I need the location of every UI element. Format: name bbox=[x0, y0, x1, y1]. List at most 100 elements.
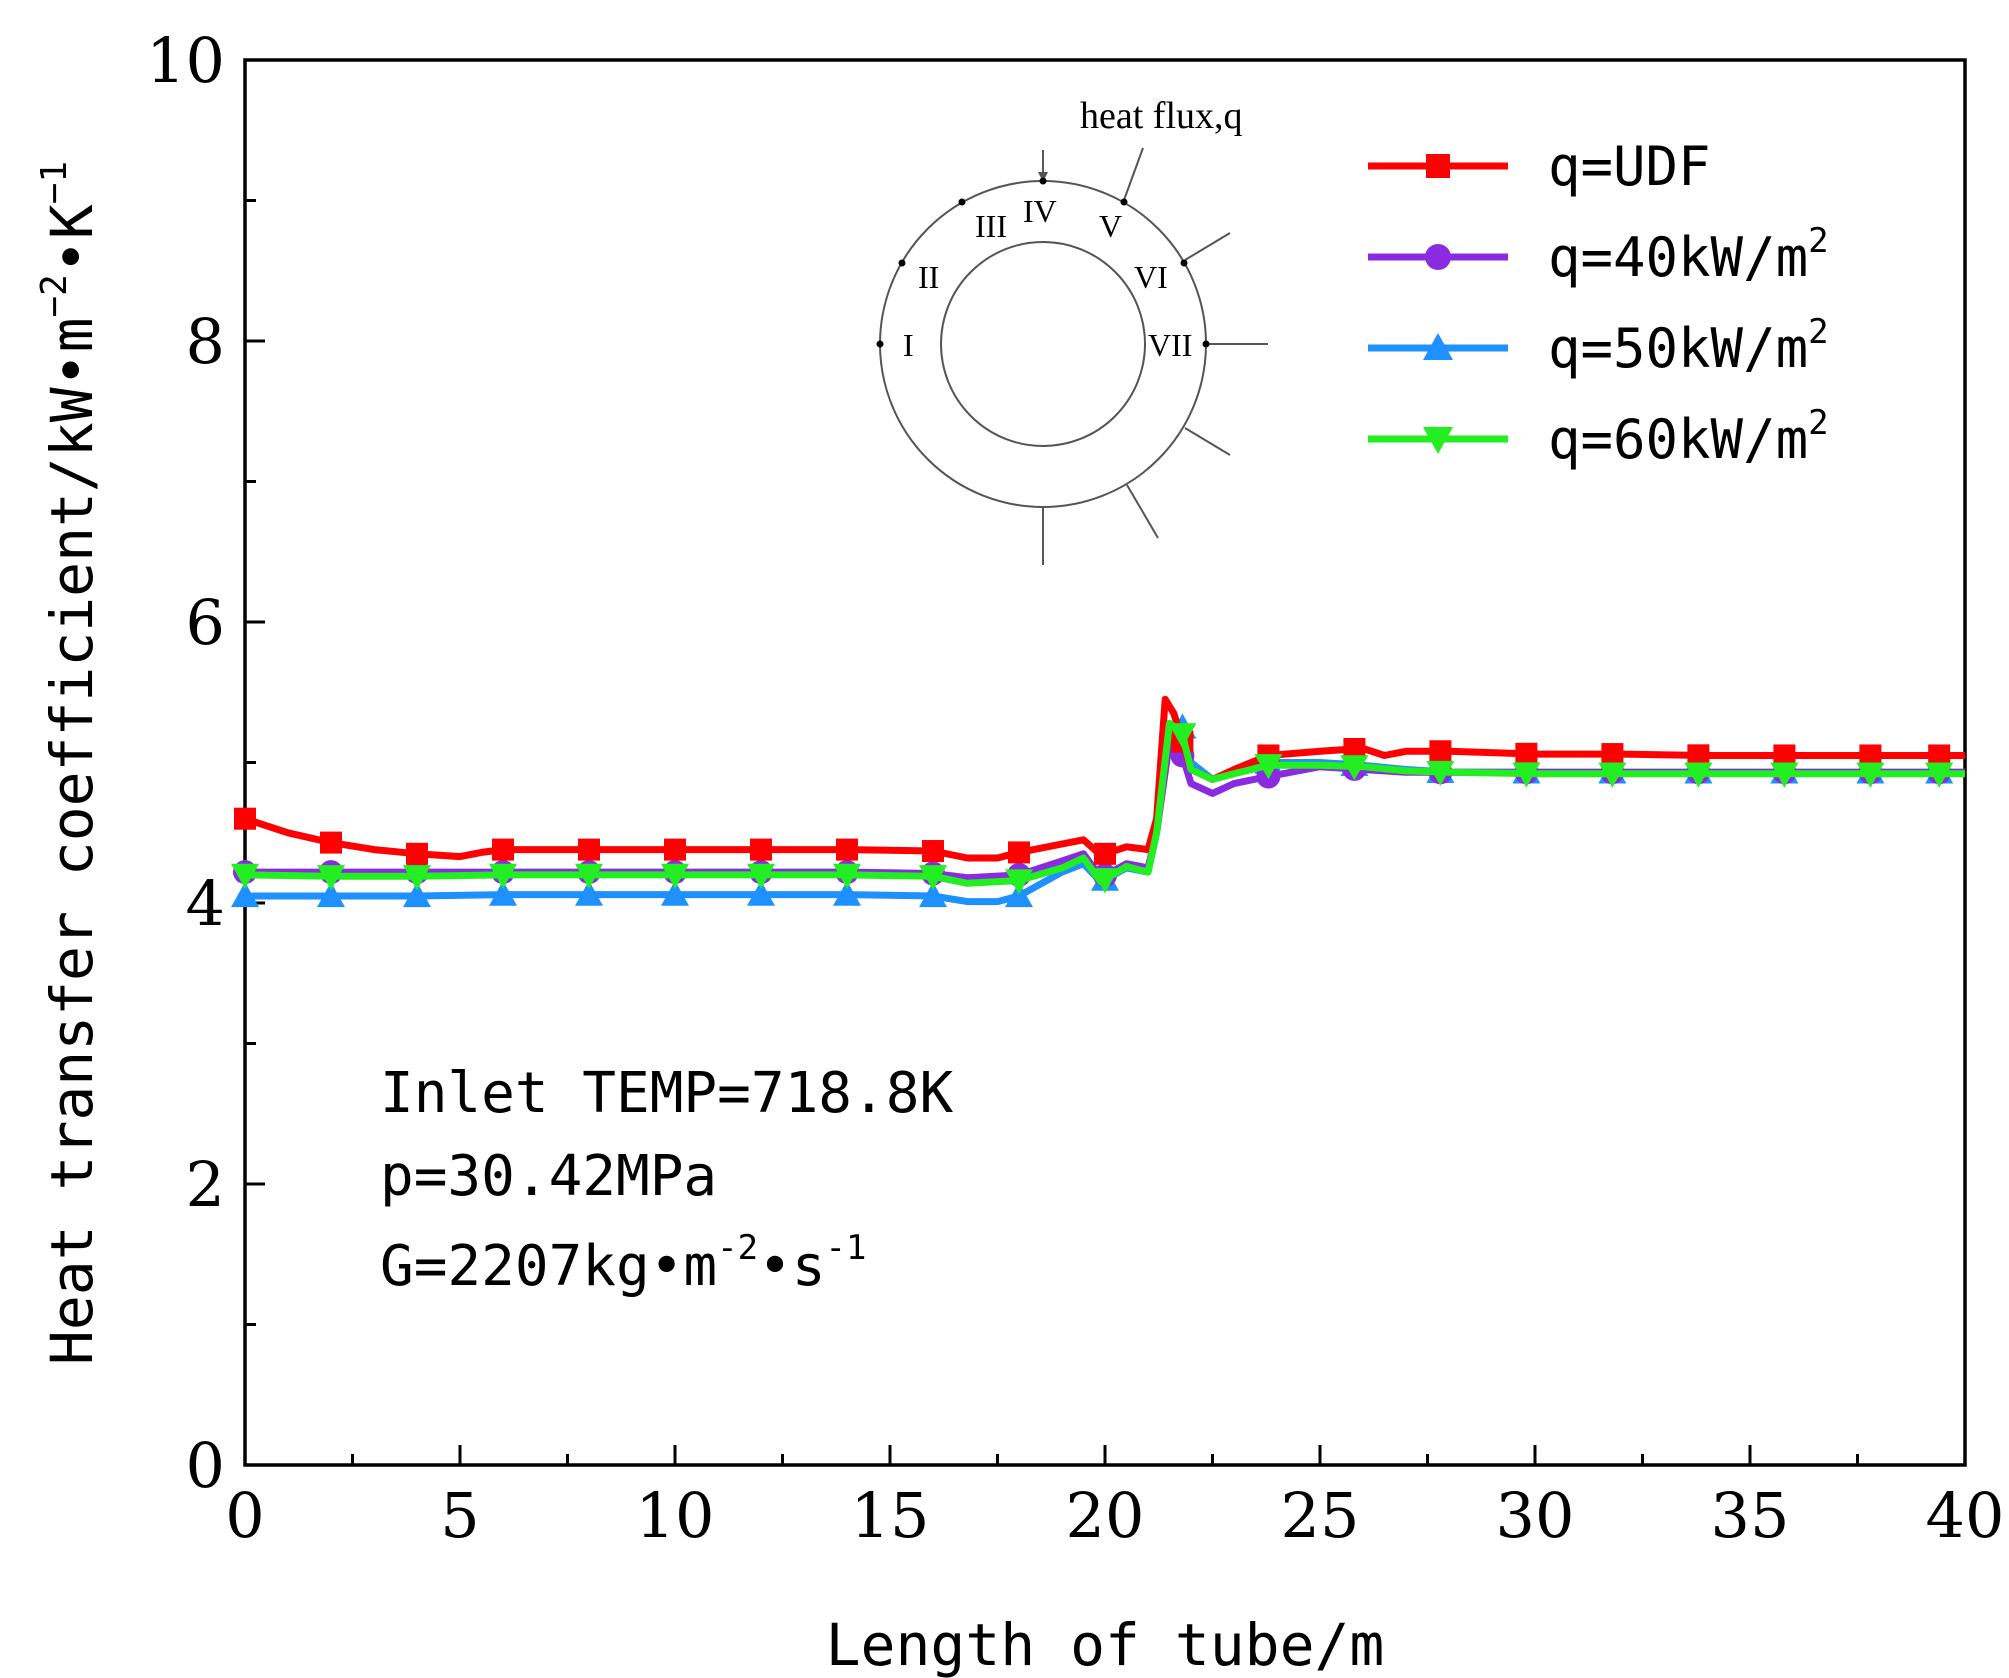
legend-swatch-marker bbox=[1423, 427, 1453, 454]
data-point-marker bbox=[406, 842, 428, 865]
point-marker bbox=[958, 198, 966, 206]
y-tick-label: 4 bbox=[186, 867, 225, 940]
y-axis-title-exp1: −2 bbox=[34, 274, 75, 317]
data-point-marker bbox=[750, 838, 772, 861]
data-point-marker bbox=[231, 881, 259, 908]
series-layer bbox=[231, 695, 1965, 908]
data-point-marker bbox=[489, 880, 517, 906]
label-II: II bbox=[918, 259, 939, 295]
inner-tube-wall bbox=[940, 241, 1146, 447]
data-point-marker bbox=[1598, 762, 1627, 788]
point-marker bbox=[1202, 340, 1210, 348]
data-point-marker bbox=[489, 863, 517, 889]
svg-text:Heat transfer coefficient/kW•m: Heat transfer coefficient/kW•m−2•K−1 bbox=[34, 161, 106, 1365]
legend-label-base: q=40kW/m bbox=[1548, 226, 1808, 289]
legend-item: q=40kW/m2 bbox=[1368, 221, 1829, 289]
data-point-marker bbox=[1770, 762, 1799, 788]
data-point-marker bbox=[1094, 842, 1116, 865]
legend-label: q=40kW/m2 bbox=[1548, 221, 1829, 289]
data-point-marker bbox=[1687, 744, 1710, 767]
point-marker bbox=[1039, 177, 1047, 185]
data-point-marker bbox=[922, 840, 944, 863]
x-tick-label: 25 bbox=[1281, 1479, 1360, 1552]
y-axis-title-exp2: −1 bbox=[34, 161, 75, 204]
data-point-marker bbox=[1005, 869, 1033, 895]
series-line bbox=[244, 719, 1965, 887]
series-q=UDF bbox=[234, 695, 1965, 865]
measurement-points bbox=[876, 177, 1210, 348]
label-I: I bbox=[903, 327, 914, 363]
data-point-marker bbox=[1856, 762, 1885, 788]
data-point-marker bbox=[1928, 744, 1951, 767]
point-marker bbox=[898, 259, 906, 267]
data-point-marker bbox=[1515, 742, 1538, 765]
heat-flux-arrows bbox=[1038, 147, 1268, 565]
data-point-marker bbox=[492, 838, 514, 861]
y-axis-title-main: Heat transfer coefficient/kW•m bbox=[38, 317, 106, 1365]
data-point-marker bbox=[403, 865, 431, 891]
data-point-marker bbox=[1925, 762, 1954, 788]
data-point-marker bbox=[317, 881, 345, 908]
legend-label-base: q=60kW/m bbox=[1548, 408, 1808, 471]
x-tick-label: 10 bbox=[636, 1479, 715, 1552]
mass-flux-base: G=2207kg•m bbox=[380, 1234, 717, 1299]
legend-label-superscript: 2 bbox=[1808, 403, 1828, 443]
legend-label-superscript: 2 bbox=[1808, 221, 1828, 261]
data-point-marker bbox=[747, 863, 775, 889]
label-IV: IV bbox=[1023, 193, 1057, 229]
legend-swatch-marker bbox=[1423, 333, 1453, 360]
x-tick-label: 40 bbox=[1926, 1479, 2005, 1552]
tube-cross-section-inset: heat flux,q I II III IV V VI VII bbox=[876, 95, 1268, 565]
data-point-marker bbox=[578, 838, 600, 861]
point-marker bbox=[1120, 198, 1128, 206]
inlet-temp-note: Inlet TEMP=718.8K bbox=[380, 1061, 953, 1126]
label-V: V bbox=[1099, 208, 1122, 244]
legend-swatch-marker bbox=[1426, 154, 1450, 178]
data-point-marker bbox=[833, 863, 861, 889]
legend-label: q=60kW/m2 bbox=[1548, 403, 1829, 471]
conditions-annotation: Inlet TEMP=718.8K p=30.42MPa G=2207kg•m-… bbox=[380, 1061, 953, 1299]
x-tick-label: 5 bbox=[440, 1479, 479, 1552]
data-point-marker bbox=[1340, 755, 1369, 781]
data-point-marker bbox=[1254, 754, 1283, 780]
y-tick-label: 6 bbox=[186, 586, 225, 659]
legend-item: q=UDF bbox=[1368, 135, 1711, 198]
data-point-marker bbox=[403, 881, 431, 908]
data-point-marker bbox=[575, 863, 603, 889]
point-marker bbox=[876, 340, 884, 348]
legend-label-superscript: 2 bbox=[1808, 312, 1828, 352]
legend-label: q=UDF bbox=[1548, 135, 1711, 198]
legend-item: q=60kW/m2 bbox=[1368, 403, 1829, 471]
x-tick-label: 30 bbox=[1496, 1479, 1575, 1552]
data-point-marker bbox=[320, 831, 342, 854]
x-tick-label: 20 bbox=[1066, 1479, 1145, 1552]
legend-item: q=50kW/m2 bbox=[1368, 312, 1829, 380]
y-tick-label: 10 bbox=[146, 24, 225, 97]
data-point-marker bbox=[575, 880, 603, 906]
x-axis-title: Length of tube/m bbox=[826, 1611, 1385, 1678]
point-marker bbox=[1180, 259, 1188, 267]
data-point-marker bbox=[919, 881, 947, 908]
data-point-marker bbox=[1168, 723, 1197, 749]
data-point-marker bbox=[833, 880, 861, 906]
mass-flux-mid: •s bbox=[758, 1234, 825, 1299]
data-point-marker bbox=[661, 880, 689, 906]
y-tick-label: 8 bbox=[186, 305, 225, 378]
x-tick-label: 15 bbox=[851, 1479, 930, 1552]
data-point-marker bbox=[317, 865, 345, 891]
data-point-marker bbox=[1601, 743, 1624, 766]
legend-label-base: q=UDF bbox=[1548, 135, 1711, 198]
label-III: III bbox=[975, 208, 1007, 244]
legend-label: q=50kW/m2 bbox=[1548, 312, 1829, 380]
label-VII: VII bbox=[1148, 327, 1192, 363]
mass-flux-exp1: -2 bbox=[717, 1228, 758, 1268]
data-point-marker bbox=[1859, 744, 1882, 767]
data-point-marker bbox=[1429, 740, 1452, 763]
data-point-marker bbox=[836, 838, 858, 861]
legend-label-base: q=50kW/m bbox=[1548, 317, 1808, 380]
data-point-marker bbox=[231, 863, 259, 889]
data-point-marker bbox=[234, 807, 256, 830]
data-point-marker bbox=[1773, 744, 1796, 767]
data-point-marker bbox=[664, 838, 686, 861]
